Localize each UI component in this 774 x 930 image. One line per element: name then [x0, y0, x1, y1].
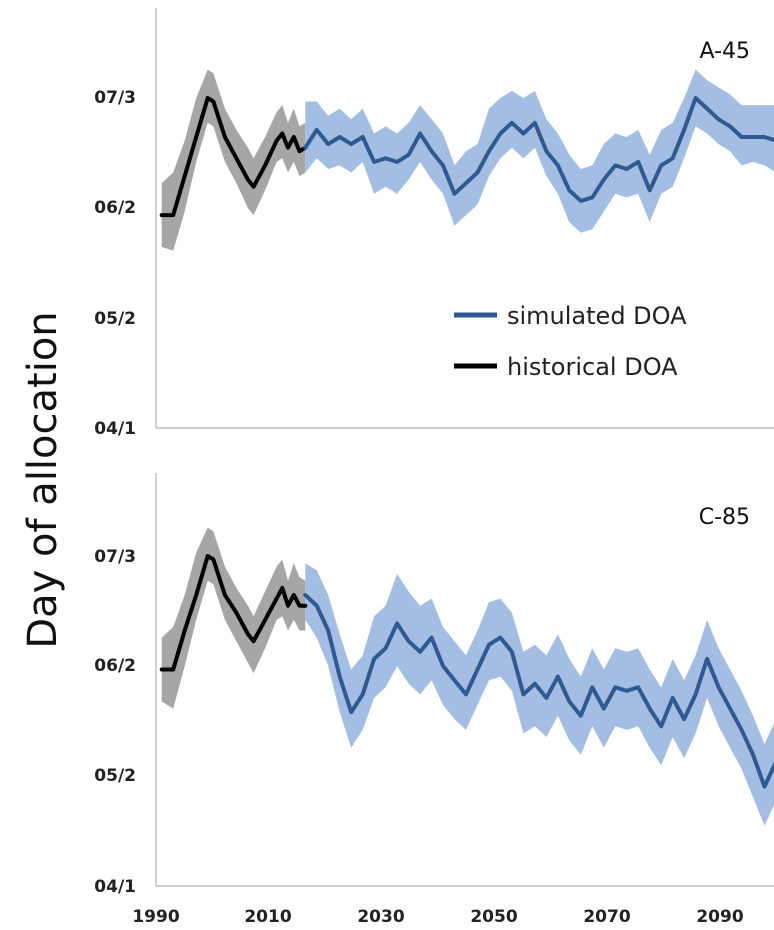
y-tick-label: 04/1	[94, 877, 136, 897]
x-axis-ticks: 1990 2010 2030 2050 2070 2090	[132, 907, 743, 927]
panel-c: 04/1 05/2 06/2 07/3 C-85 1990 2010 2030 …	[94, 473, 774, 927]
legend-label-simulated: simulated DOA	[507, 302, 687, 330]
panel-label-a: A-45	[700, 39, 751, 64]
y-tick-label: 05/2	[94, 309, 136, 329]
x-tick-label: 2090	[696, 907, 743, 927]
x-tick-label: 2050	[470, 907, 517, 927]
simulated-doa-band	[305, 563, 774, 826]
historical-doa-band	[161, 527, 306, 709]
simulated-doa-line	[303, 96, 774, 203]
historical-doa-band	[161, 69, 306, 251]
historical-doa-line	[159, 96, 308, 218]
y-tick-label: 06/2	[94, 656, 136, 676]
simulated-doa-line	[303, 593, 774, 789]
panel-a: 04/1 05/2 06/2 07/3 A-45 simulated DOA h…	[94, 8, 774, 439]
legend-label-historical: historical DOA	[507, 353, 678, 381]
panel-a-plot	[159, 69, 774, 251]
panel-c-y-ticks: 04/1 05/2 06/2 07/3	[94, 547, 136, 897]
historical-doa-line	[159, 554, 308, 672]
y-tick-label: 05/2	[94, 766, 136, 786]
panel-a-frame	[155, 8, 774, 429]
legend: simulated DOA historical DOA	[454, 302, 687, 381]
y-tick-label: 06/2	[94, 198, 136, 218]
panel-a-y-ticks: 04/1 05/2 06/2 07/3	[94, 88, 136, 439]
panel-label-c: C-85	[699, 505, 750, 530]
x-tick-label: 2070	[583, 907, 630, 927]
panel-c-plot	[159, 527, 774, 826]
x-tick-label: 1990	[132, 907, 179, 927]
y-tick-label: 07/3	[94, 547, 136, 567]
y-tick-label: 07/3	[94, 88, 136, 108]
x-tick-label: 2030	[357, 907, 404, 927]
x-tick-label: 2010	[244, 907, 291, 927]
simulated-doa-band	[305, 69, 774, 233]
y-axis-title: Day of allocation	[20, 311, 66, 648]
y-tick-label: 04/1	[94, 419, 136, 439]
panel-c-frame	[155, 473, 774, 887]
